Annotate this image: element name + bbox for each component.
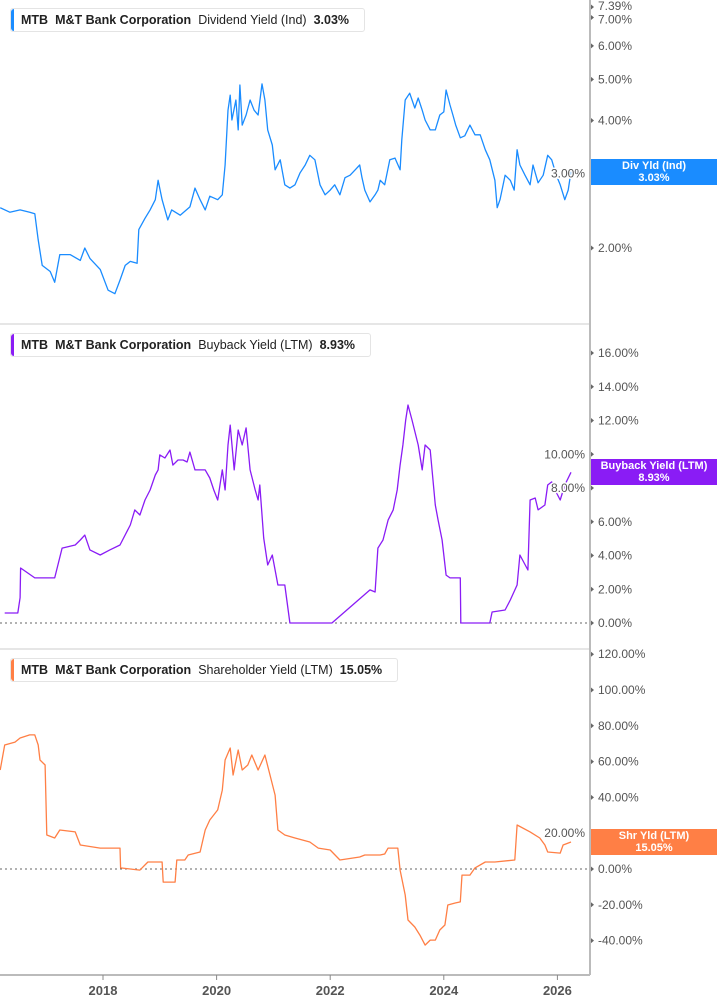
- legend-metric: Dividend Yield (Ind): [198, 13, 307, 27]
- y-tick-label: 0.00%: [598, 616, 632, 630]
- y-tick-mark: [591, 723, 594, 729]
- badge-label: Div Yld (Ind): [622, 159, 686, 172]
- badge-label: Buyback Yield (LTM): [600, 460, 708, 473]
- last-value-badge-dividend: Div Yld (Ind) 3.03%: [591, 158, 717, 185]
- y-tick-mark: [591, 384, 594, 390]
- y-tick-mark: [591, 620, 594, 626]
- y-tick-label: 2.00%: [598, 582, 632, 596]
- x-tick-label: 2026: [543, 983, 572, 998]
- y-tick-mark: [591, 902, 594, 908]
- legend-company: M&T Bank Corporation: [55, 13, 192, 27]
- y-max-label: 7.39%: [598, 0, 632, 13]
- series-line-dividend-yield: [0, 83, 572, 295]
- y-tick-mark: [591, 519, 594, 525]
- badge-label: Shr Yld (LTM): [618, 830, 690, 843]
- y-tick-label: 4.00%: [598, 113, 632, 127]
- legend-ticker: MTB: [21, 338, 49, 352]
- y-tick-mark: [591, 866, 594, 872]
- legend-value: 8.93%: [319, 338, 356, 352]
- y-tick-mark: [591, 350, 594, 356]
- series-line-buyback-yield: [4, 404, 572, 624]
- y-tick-mark: [591, 117, 594, 123]
- y-tick-mark: [591, 14, 594, 20]
- legend-value: 3.03%: [313, 13, 350, 27]
- legend-ticker: MTB: [21, 663, 49, 677]
- legend-dividend-yield: MTB M&T Bank Corporation Dividend Yield …: [10, 8, 366, 32]
- y-tick-mark: [591, 794, 594, 800]
- y-tick-label: 12.00%: [598, 414, 639, 428]
- legend-ticker: MTB: [21, 13, 49, 27]
- y-tick-label: 6.00%: [598, 515, 632, 529]
- y-tick-mark: [591, 553, 594, 558]
- y-tick-label: 7.00%: [598, 12, 632, 26]
- y-tick-mark: [591, 451, 594, 457]
- x-tick-label: 2018: [89, 983, 118, 998]
- badge-value: 8.93%: [638, 472, 670, 485]
- y-tick-mark: [591, 586, 594, 592]
- y-tick-mark: [591, 759, 594, 765]
- y-tick-label: 40.00%: [598, 790, 639, 804]
- y-tick-mark: [591, 651, 594, 657]
- x-tick-label: 2024: [429, 983, 459, 998]
- y-tick-mark: [591, 485, 594, 491]
- legend-buyback-yield: MTB M&T Bank Corporation Buyback Yield (…: [10, 333, 372, 357]
- badge-value: 15.05%: [635, 842, 673, 855]
- y-tick-mark: [591, 245, 594, 251]
- legend-company: M&T Bank Corporation: [55, 338, 192, 352]
- y-tick-label: -40.00%: [598, 934, 643, 948]
- y-tick-label: 100.00%: [598, 683, 646, 697]
- x-tick-label: 2022: [316, 983, 345, 998]
- last-value-badge-shareholder: Shr Yld (LTM) 15.05%: [591, 829, 717, 856]
- y-tick-mark: [591, 687, 594, 693]
- legend-company: M&T Bank Corporation: [55, 663, 192, 677]
- y-tick-label: 20.00%: [544, 826, 585, 840]
- legend-color-bar: [11, 334, 14, 356]
- badge-value: 3.03%: [638, 171, 670, 184]
- y-tick-label: 5.00%: [598, 72, 632, 86]
- y-tick-label: -20.00%: [598, 898, 643, 912]
- legend-metric: Shareholder Yield (LTM): [198, 663, 333, 677]
- y-tick-label: 8.00%: [551, 481, 585, 495]
- y-tick-label: 14.00%: [598, 380, 639, 394]
- y-tick-label: 16.00%: [598, 346, 639, 360]
- y-tick-mark: [591, 76, 594, 82]
- legend-metric: Buyback Yield (LTM): [198, 338, 313, 352]
- y-tick-label: 80.00%: [598, 719, 639, 733]
- y-tick-mark: [591, 43, 594, 49]
- y-tick-mark: [591, 4, 594, 10]
- last-value-badge-buyback: Buyback Yield (LTM) 8.93%: [591, 459, 717, 486]
- y-tick-mark: [591, 418, 594, 423]
- y-tick-label: 120.00%: [598, 647, 646, 661]
- y-tick-label: 4.00%: [598, 549, 632, 563]
- y-tick-label: 2.00%: [598, 241, 632, 255]
- y-tick-label: 10.00%: [544, 447, 585, 461]
- y-tick-label: 60.00%: [598, 755, 639, 769]
- y-tick-label: 6.00%: [598, 39, 632, 53]
- legend-value: 15.05%: [339, 663, 383, 677]
- series-line-shareholder-yield: [0, 734, 572, 946]
- legend-color-bar: [11, 659, 14, 681]
- y-tick-mark: [591, 938, 594, 944]
- y-tick-label: 3.00%: [551, 166, 585, 180]
- legend-color-bar: [11, 9, 14, 31]
- x-tick-label: 2020: [202, 983, 231, 998]
- y-tick-label: 0.00%: [598, 862, 632, 876]
- legend-shareholder-yield: MTB M&T Bank Corporation Shareholder Yie…: [10, 658, 399, 682]
